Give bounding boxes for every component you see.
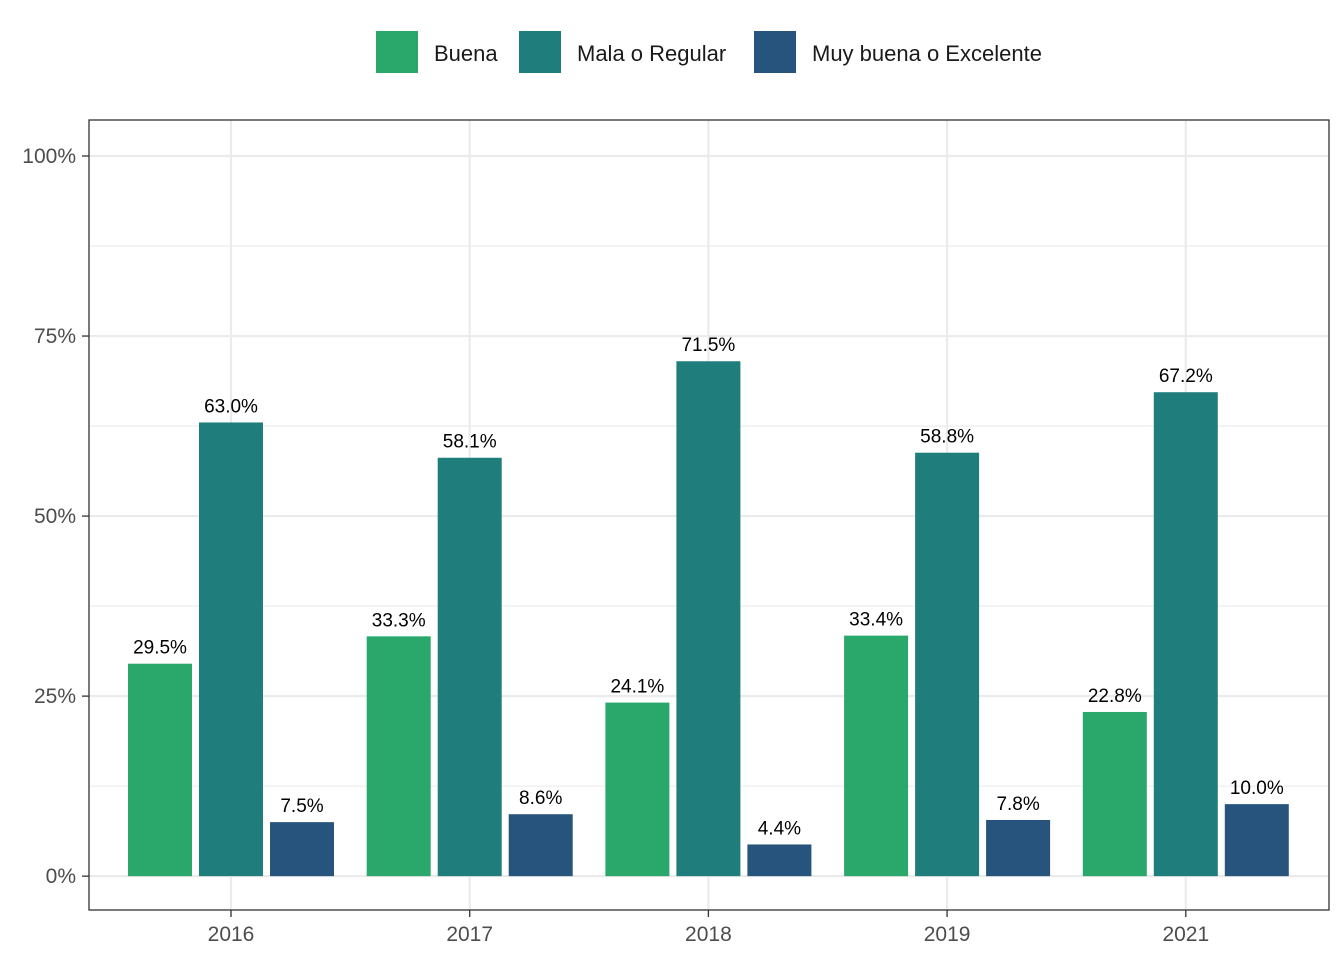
legend-key-buena (376, 31, 418, 73)
bar-muy-buena-o-excelente-2018 (747, 844, 812, 877)
legend-label-mala-o-regular: Mala o Regular (577, 41, 726, 66)
bar-mala-o-regular-2018 (676, 361, 741, 877)
bar-buena-2016 (128, 663, 192, 877)
x-tick-label: 2018 (685, 923, 732, 946)
bar-muy-buena-o-excelente-2016 (270, 822, 334, 877)
x-tick-label: 2021 (1162, 923, 1209, 946)
bars (128, 361, 1289, 877)
legend-label-muy-buena-o-excelente: Muy buena o Excelente (812, 41, 1042, 66)
legend-key-muy-buena-o-excelente (754, 31, 796, 73)
y-tick-label: 75% (34, 325, 76, 348)
bar-buena-2018 (605, 702, 670, 877)
data-label-buena-2016: 29.5% (133, 638, 187, 659)
data-label-muy-buena-o-excelente-2019: 7.8% (996, 794, 1039, 815)
x-tick-label: 2016 (208, 923, 255, 946)
bar-buena-2019 (844, 635, 909, 877)
data-label-mala-o-regular-2016: 63.0% (204, 396, 258, 417)
bar-mala-o-regular-2016 (199, 422, 263, 877)
data-label-buena-2018: 24.1% (610, 677, 664, 698)
data-labels: 29.5% 63.0% 7.5% 33.3% 58.1% 8.6% 24.1% 71.5% 4.… (133, 335, 1284, 839)
data-label-mala-o-regular-2021: 67.2% (1159, 366, 1213, 387)
x-axis: 2016 2017 2018 2019 2021 (208, 910, 1209, 946)
legend-key-mala-o-regular (519, 31, 561, 73)
bar-buena-2017 (366, 636, 431, 877)
bar-muy-buena-o-excelente-2019 (986, 819, 1051, 877)
bar-mala-o-regular-2019 (915, 452, 980, 877)
data-label-buena-2017: 33.3% (372, 610, 426, 631)
y-tick-label: 25% (34, 685, 76, 708)
bar-muy-buena-o-excelente-2017 (508, 814, 573, 877)
data-label-muy-buena-o-excelente-2018: 4.4% (758, 818, 801, 839)
bar-buena-2021 (1082, 711, 1147, 877)
y-tick-label: 100% (22, 145, 76, 168)
y-tick-label: 50% (34, 505, 76, 528)
legend-label-buena: Buena (434, 41, 498, 66)
data-label-mala-o-regular-2017: 58.1% (443, 432, 497, 453)
legend: Buena Mala o Regular Muy buena o Excelente (376, 31, 1042, 73)
data-label-buena-2019: 33.4% (849, 610, 903, 631)
data-label-muy-buena-o-excelente-2016: 7.5% (280, 796, 323, 817)
data-label-mala-o-regular-2019: 58.8% (920, 427, 974, 448)
y-tick-label: 0% (46, 865, 76, 888)
data-label-muy-buena-o-excelente-2017: 8.6% (519, 788, 562, 809)
x-tick-label: 2019 (924, 923, 971, 946)
y-axis: 0% 25% 50% 75% 100% (22, 145, 89, 888)
data-label-mala-o-regular-2018: 71.5% (681, 335, 735, 356)
data-label-muy-buena-o-excelente-2021: 10.0% (1230, 778, 1284, 799)
bar-mala-o-regular-2021 (1153, 392, 1218, 877)
bar-mala-o-regular-2017 (437, 457, 502, 877)
data-label-buena-2021: 22.8% (1088, 686, 1142, 707)
bar-muy-buena-o-excelente-2021 (1224, 804, 1289, 877)
x-tick-label: 2017 (446, 923, 493, 946)
